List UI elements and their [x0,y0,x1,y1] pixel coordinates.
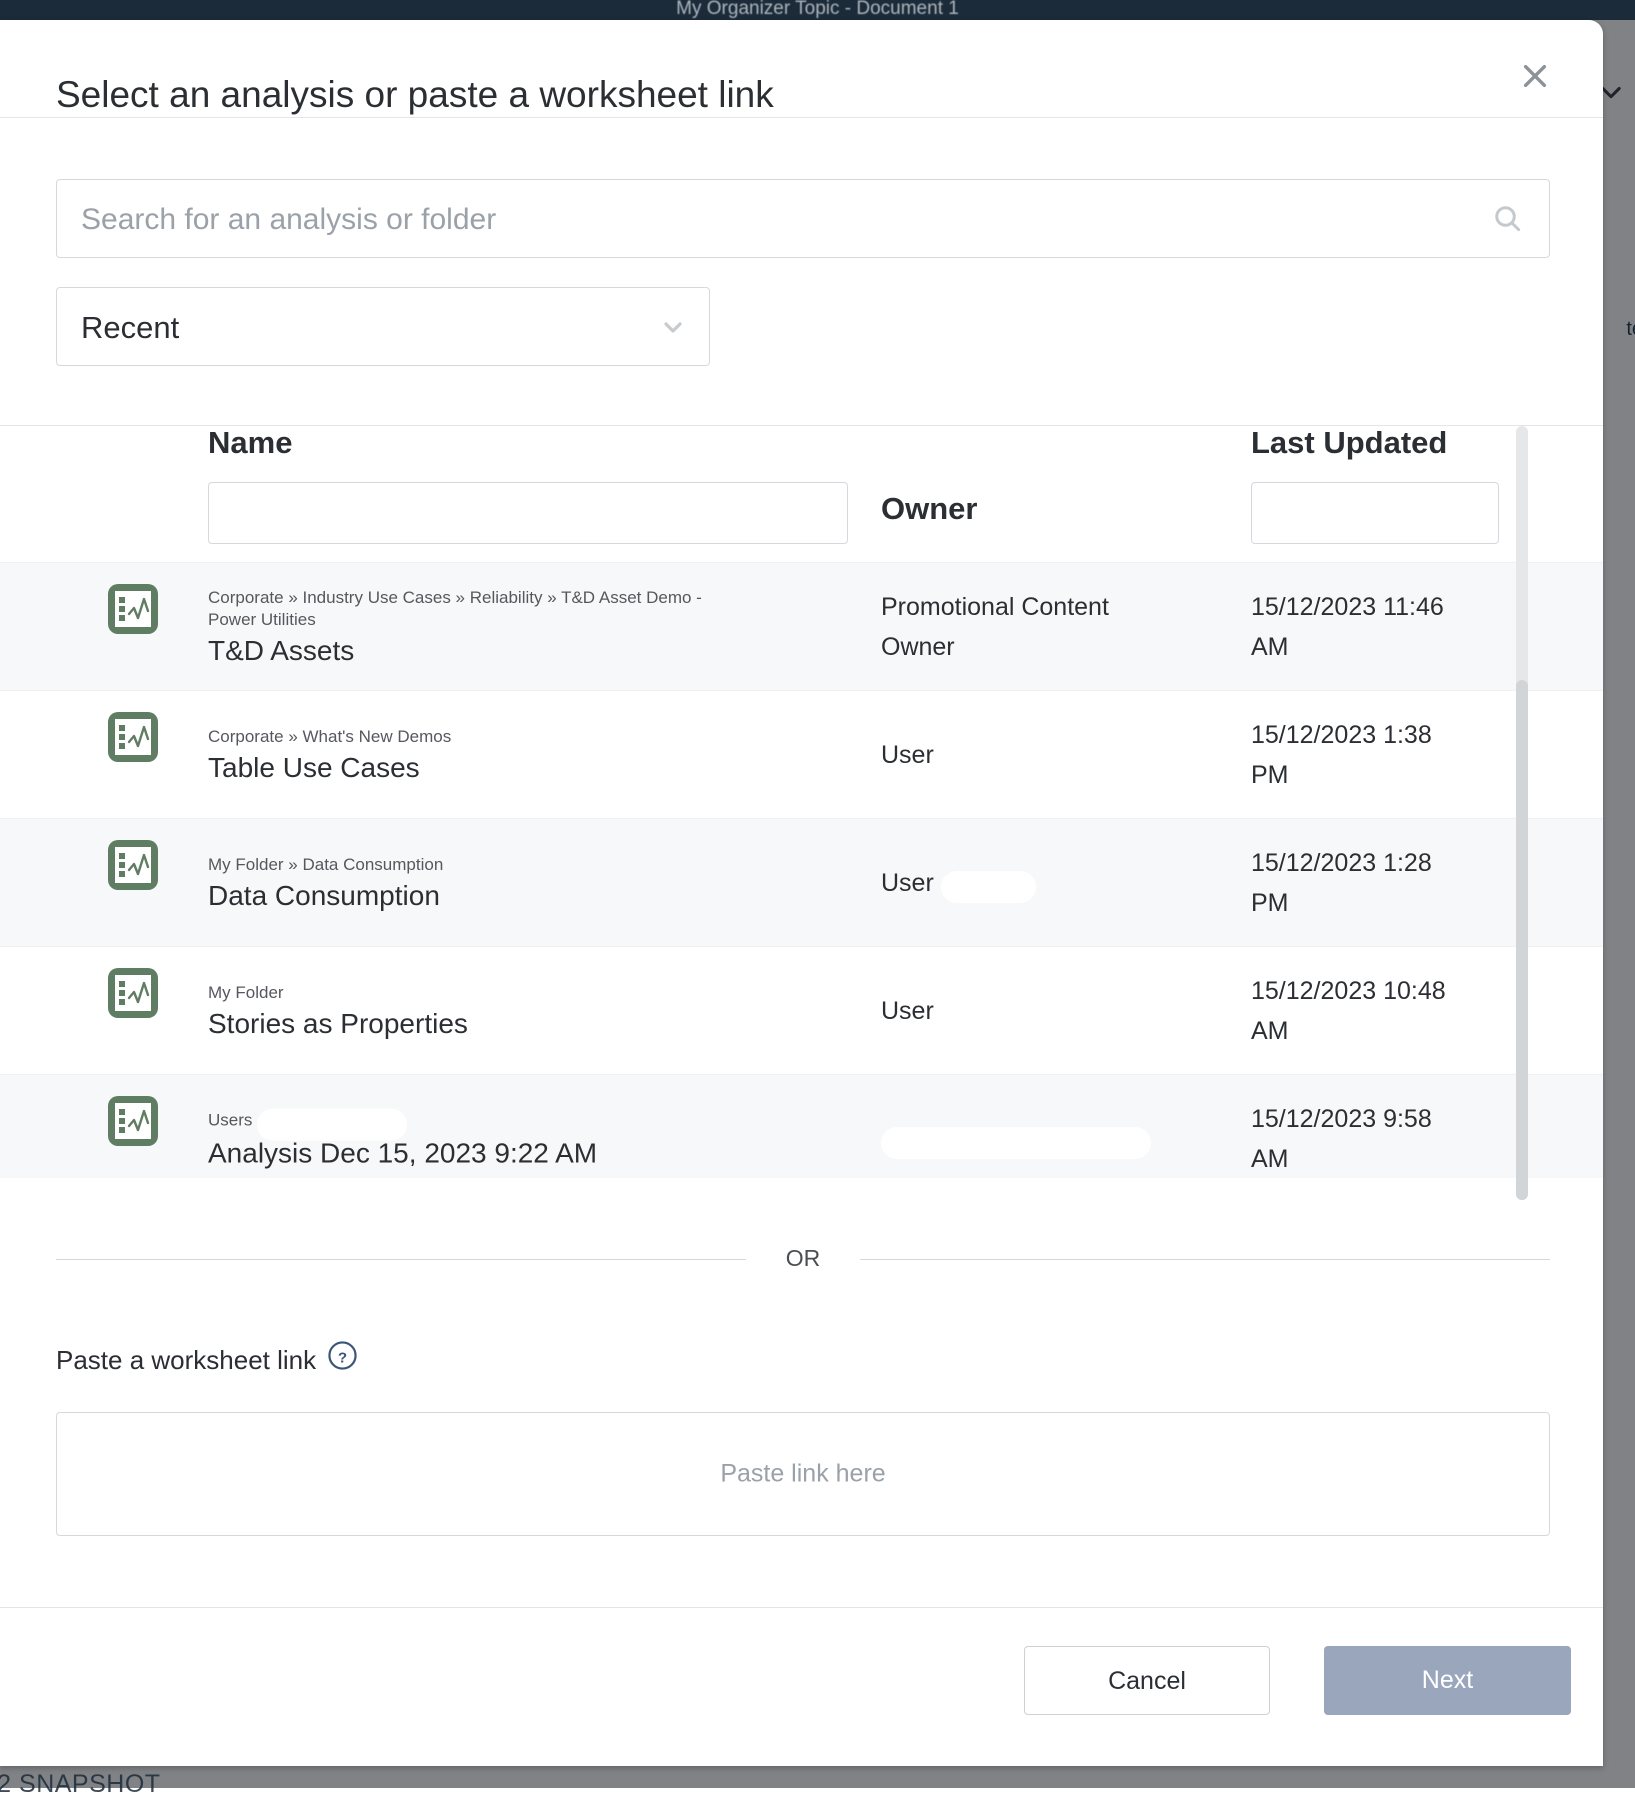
svg-text:?: ? [338,1349,347,1366]
